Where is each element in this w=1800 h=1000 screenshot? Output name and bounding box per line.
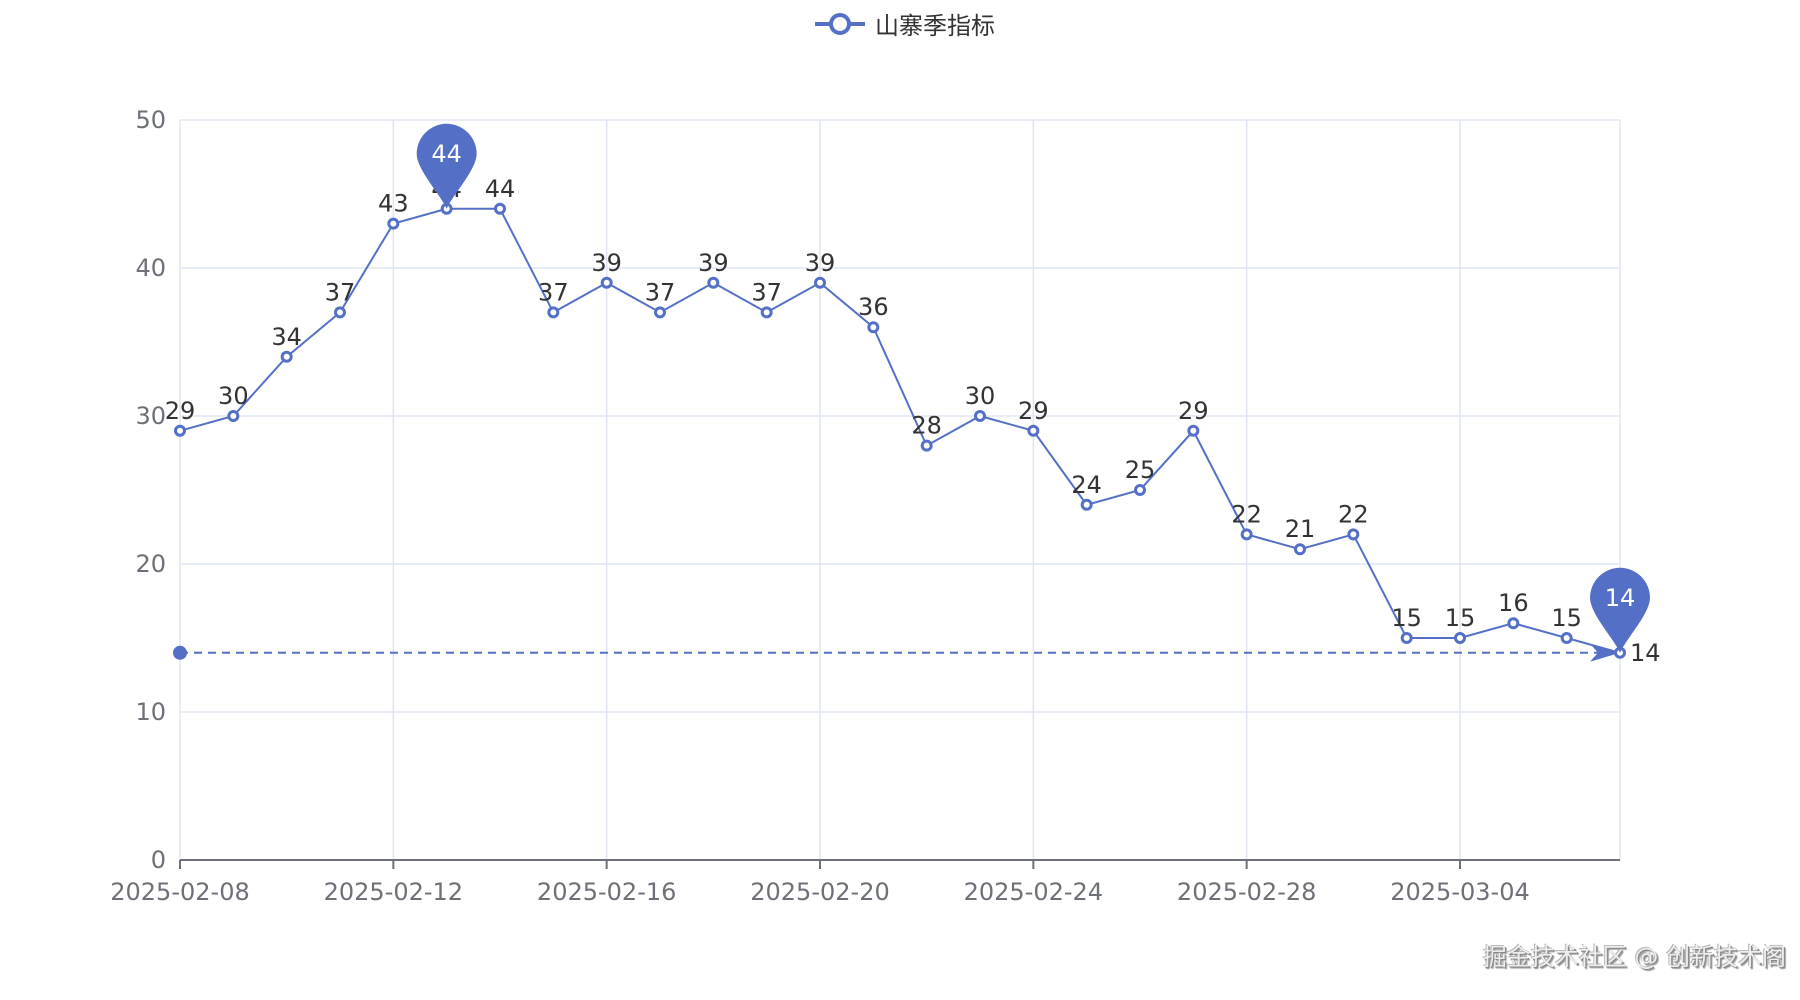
data-point: [334, 306, 346, 319]
data-label: 44: [485, 175, 516, 203]
data-point: [920, 439, 933, 452]
mark-point-label: 14: [1605, 584, 1636, 612]
data-label: 34: [271, 323, 302, 351]
data-label: 39: [591, 249, 622, 277]
x-tick-label: 2025-02-28: [1177, 878, 1316, 906]
mark-point-label: 44: [431, 140, 462, 168]
data-point: [1080, 498, 1093, 511]
x-tick-label: 2025-02-24: [964, 878, 1103, 906]
data-label: 43: [378, 190, 409, 218]
data-point: [974, 410, 986, 422]
data-point: [547, 306, 560, 319]
data-point: [494, 202, 506, 215]
data-point: [1347, 528, 1360, 541]
data-point: [867, 321, 880, 334]
data-point: [280, 350, 293, 363]
data-point: [1400, 632, 1413, 644]
x-tick-label: 2025-02-08: [110, 878, 249, 906]
data-label: 15: [1391, 604, 1422, 632]
data-label: 22: [1231, 500, 1262, 528]
data-point: [1294, 543, 1306, 556]
data-label: 39: [805, 249, 836, 277]
data-point: [654, 306, 666, 319]
legend-item[interactable]: 山寨季指标: [815, 6, 995, 41]
data-label: 37: [538, 278, 569, 306]
data-label: 29: [165, 397, 196, 425]
y-tick-label: 50: [135, 106, 166, 134]
x-tick-label: 2025-02-16: [537, 878, 676, 906]
data-point: [1507, 617, 1520, 630]
data-label: 29: [1018, 397, 1049, 425]
data-point: [707, 276, 720, 289]
mark-point-pin-icon: [416, 123, 477, 209]
watermark: 掘金技术社区 @ 创新技术阁: [1482, 943, 1786, 971]
data-label: 16: [1498, 589, 1529, 617]
legend-line-circle-icon: [815, 12, 865, 35]
data-point: [1454, 632, 1466, 644]
data-label: 15: [1445, 604, 1476, 632]
data-label: 29: [1178, 397, 1209, 425]
data-label: 21: [1285, 515, 1316, 543]
mark-line-arrow-icon: [1590, 643, 1620, 662]
data-label: 15: [1551, 604, 1582, 632]
data-point: [1134, 484, 1146, 496]
data-label: 22: [1338, 500, 1369, 528]
y-tick-label: 40: [135, 254, 166, 282]
data-label: 30: [965, 382, 996, 410]
data-label: 37: [645, 278, 676, 306]
data-point: [1027, 424, 1040, 437]
data-label: 37: [751, 278, 782, 306]
series-line: [179, 207, 1621, 654]
legend-label: 山寨季指标: [875, 12, 995, 40]
data-point: [1187, 424, 1200, 437]
data-point: [1560, 632, 1573, 644]
data-point: [174, 424, 186, 437]
mark-line-label: 14: [1630, 639, 1661, 667]
mark-point-pin-icon: [1590, 567, 1650, 653]
data-label: 37: [325, 278, 356, 306]
data-label: 30: [218, 382, 249, 410]
data-label: 28: [911, 412, 942, 440]
y-tick-label: 20: [135, 550, 166, 578]
y-tick-label: 0: [151, 846, 166, 874]
y-tick-label: 30: [135, 402, 166, 430]
data-point: [814, 276, 826, 289]
data-point: [227, 410, 240, 422]
x-tick-label: 2025-03-04: [1390, 878, 1529, 906]
data-point: [600, 276, 613, 289]
mark-line-start-dot: [173, 645, 187, 660]
data-label: 24: [1071, 471, 1102, 499]
data-label: 25: [1125, 456, 1156, 484]
data-label: 39: [698, 249, 729, 277]
data-label: 36: [858, 293, 889, 321]
x-tick-label: 2025-02-20: [750, 878, 889, 906]
y-tick-label: 10: [135, 698, 166, 726]
data-point: [1240, 528, 1253, 541]
data-point: [760, 306, 773, 319]
x-tick-label: 2025-02-12: [324, 878, 463, 906]
data-point: [387, 217, 400, 230]
